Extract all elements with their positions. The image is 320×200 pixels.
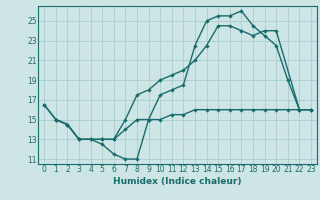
X-axis label: Humidex (Indice chaleur): Humidex (Indice chaleur) [113,177,242,186]
